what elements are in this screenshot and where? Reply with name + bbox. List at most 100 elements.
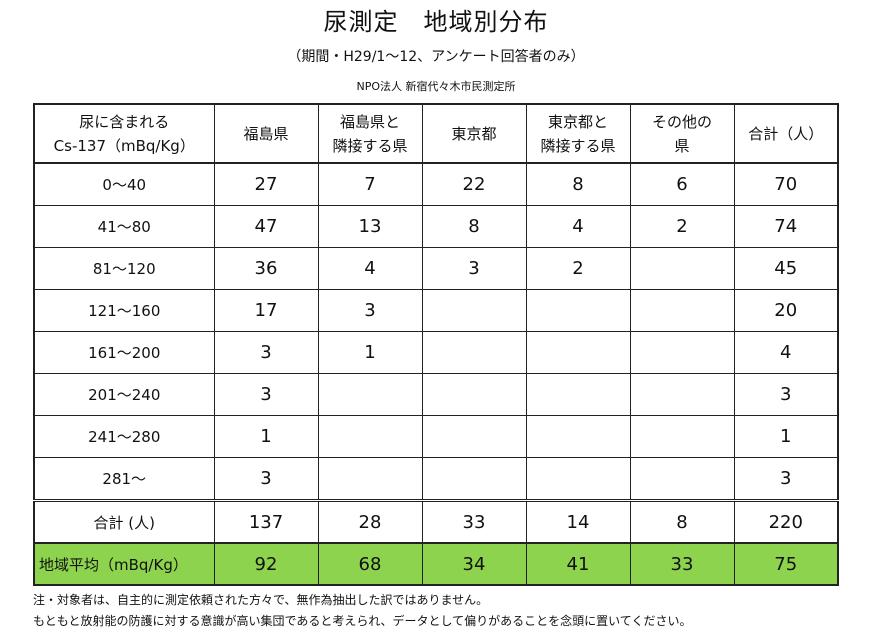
table-row: 81～120 36 4 3 2 45: [33, 247, 839, 290]
cell-total: 3: [733, 457, 839, 501]
cell-tokyo: [421, 415, 527, 458]
row-range-label: 241～280: [33, 415, 215, 458]
cell-fukushima: 3: [213, 457, 319, 501]
total-row-label: 合計 (人): [33, 499, 215, 544]
cell-other: 2: [629, 205, 735, 248]
header-other-line2: 県: [674, 136, 690, 155]
cell-other: [629, 457, 735, 501]
cell-tokyo: [421, 289, 527, 332]
header-other: その他の 県: [629, 103, 735, 164]
total-row: 合計 (人) 137 28 33 14 8 220: [33, 499, 839, 544]
average-fukushima: 92: [213, 542, 319, 586]
cell-tokyo: 3: [421, 247, 527, 290]
cell-fukushima: 17: [213, 289, 319, 332]
total-other: 8: [629, 499, 735, 544]
cell-other: [629, 373, 735, 416]
row-range-label: 161～200: [33, 331, 215, 374]
cell-fukushima-adjacent: 3: [317, 289, 423, 332]
header-tokyo-adjacent: 東京都と 隣接する県: [525, 103, 631, 164]
cell-tokyo: [421, 457, 527, 501]
header-tokyo-adjacent-line2: 隣接する県: [540, 136, 616, 155]
cell-tokyo-adjacent: 2: [525, 247, 631, 290]
cell-other: [629, 415, 735, 458]
organization-name: NPO法人 新宿代々木市民測定所: [356, 80, 516, 93]
average-row: 地域平均（mBq/Kg） 92 68 34 41 33 75: [33, 542, 839, 586]
cell-total: 74: [733, 205, 839, 248]
row-range-label: 0～40: [33, 162, 215, 206]
table-row: 281～ 3 3: [33, 457, 839, 501]
average-tokyo-adjacent: 41: [525, 542, 631, 586]
header-cs-label-line1: 尿に含まれる: [79, 112, 170, 131]
total-all: 220: [733, 499, 839, 544]
cell-total: 20: [733, 289, 839, 332]
cell-tokyo-adjacent: [525, 331, 631, 374]
cell-other: [629, 289, 735, 332]
average-all: 75: [733, 542, 839, 586]
total-tokyo-adjacent: 14: [525, 499, 631, 544]
cell-tokyo-adjacent: 4: [525, 205, 631, 248]
row-range-label: 81～120: [33, 247, 215, 290]
cell-total: 4: [733, 331, 839, 374]
cell-fukushima-adjacent: 4: [317, 247, 423, 290]
table-row: 0～40 27 7 22 8 6 70: [33, 162, 839, 206]
header-tokyo: 東京都: [421, 103, 527, 164]
cell-other: [629, 247, 735, 290]
cell-fukushima: 36: [213, 247, 319, 290]
cell-total: 45: [733, 247, 839, 290]
table-row: 41～80 47 13 8 4 2 74: [33, 205, 839, 248]
header-other-line1: その他の: [651, 112, 712, 131]
table-row: 121～160 17 3 20: [33, 289, 839, 332]
header-total: 合計（人）: [733, 103, 839, 164]
cell-fukushima: 3: [213, 373, 319, 416]
average-row-label: 地域平均（mBq/Kg）: [33, 542, 215, 586]
cell-tokyo-adjacent: [525, 415, 631, 458]
footnote-line2: もともと放射能の防護に対する意識が高い集団であると考えられ、データとして偏りがあ…: [33, 614, 692, 628]
row-range-label: 201～240: [33, 373, 215, 416]
cell-fukushima: 27: [213, 162, 319, 206]
distribution-table: 尿に含まれる Cs-137（mBq/Kg） 福島県 福島県と 隣接する県 東京都…: [33, 103, 839, 586]
cell-fukushima-adjacent: [317, 373, 423, 416]
cell-tokyo-adjacent: [525, 457, 631, 501]
footnote-line1: 注・対象者は、自主的に測定依頼された方々で、無作為抽出した訳ではありません。: [33, 593, 489, 607]
cell-tokyo: [421, 331, 527, 374]
average-tokyo: 34: [421, 542, 527, 586]
cell-other: [629, 331, 735, 374]
header-fukushima: 福島県: [213, 103, 319, 164]
header-cs-label: 尿に含まれる Cs-137（mBq/Kg）: [33, 103, 215, 164]
header-tokyo-adjacent-line1: 東京都と: [547, 112, 608, 131]
cell-other: 6: [629, 162, 735, 206]
table-header-row: 尿に含まれる Cs-137（mBq/Kg） 福島県 福島県と 隣接する県 東京都…: [33, 103, 839, 164]
cell-fukushima-adjacent: 7: [317, 162, 423, 206]
cell-total: 1: [733, 415, 839, 458]
cell-tokyo: 22: [421, 162, 527, 206]
cell-tokyo-adjacent: [525, 373, 631, 416]
table-row: 201～240 3 3: [33, 373, 839, 416]
cell-tokyo: [421, 373, 527, 416]
total-tokyo: 33: [421, 499, 527, 544]
cell-tokyo-adjacent: 8: [525, 162, 631, 206]
cell-fukushima: 3: [213, 331, 319, 374]
row-range-label: 41～80: [33, 205, 215, 248]
cell-fukushima-adjacent: 13: [317, 205, 423, 248]
cell-fukushima-adjacent: [317, 415, 423, 458]
row-range-label: 281～: [33, 457, 215, 501]
table-row: 241～280 1 1: [33, 415, 839, 458]
header-cs-label-line2: Cs-137（mBq/Kg）: [53, 136, 195, 155]
cell-tokyo: 8: [421, 205, 527, 248]
total-fukushima-adjacent: 28: [317, 499, 423, 544]
footnotes: 注・対象者は、自主的に測定依頼された方々で、無作為抽出した訳ではありません。 も…: [33, 590, 691, 632]
total-fukushima: 137: [213, 499, 319, 544]
header-fukushima-adjacent: 福島県と 隣接する県: [317, 103, 423, 164]
cell-total: 70: [733, 162, 839, 206]
header-fukushima-adjacent-line2: 隣接する県: [332, 136, 408, 155]
cell-fukushima-adjacent: [317, 457, 423, 501]
cell-fukushima: 47: [213, 205, 319, 248]
page-title: 尿測定 地域別分布: [323, 8, 549, 36]
cell-total: 3: [733, 373, 839, 416]
cell-tokyo-adjacent: [525, 289, 631, 332]
page-subtitle: （期間・H29/1～12、アンケート回答者のみ）: [287, 49, 585, 65]
cell-fukushima-adjacent: 1: [317, 331, 423, 374]
average-fukushima-adjacent: 68: [317, 542, 423, 586]
row-range-label: 121～160: [33, 289, 215, 332]
cell-fukushima: 1: [213, 415, 319, 458]
